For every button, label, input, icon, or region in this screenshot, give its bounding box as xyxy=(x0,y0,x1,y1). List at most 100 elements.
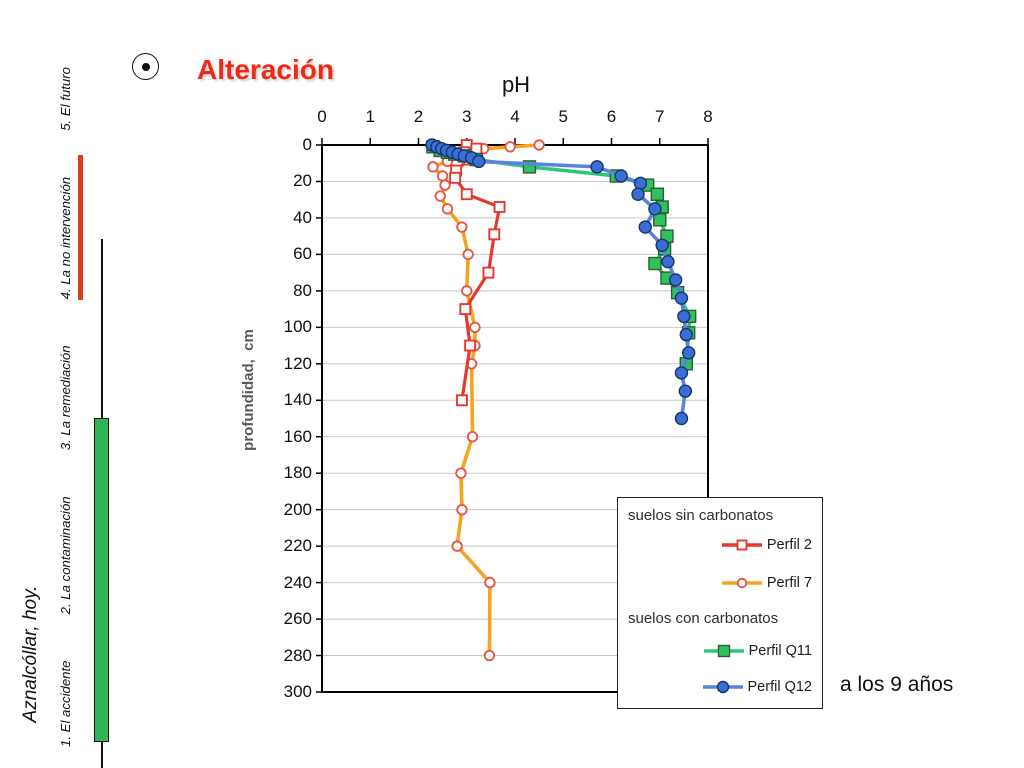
y-tick-label: 0 xyxy=(302,135,312,154)
perfil-2-marker xyxy=(488,228,501,241)
x-tick-label: 0 xyxy=(317,107,327,126)
y-tick-label: 120 xyxy=(283,353,312,373)
sidebar-progress-bar xyxy=(94,418,109,742)
sidebar-item-remediacion: 3. La remediación xyxy=(58,345,73,451)
perfil-q12-marker xyxy=(633,176,648,190)
perfil-2-marker xyxy=(459,303,472,316)
y-tick-label: 80 xyxy=(293,280,312,300)
perfil-q12-marker-icon xyxy=(702,680,744,694)
x-tick-label: 2 xyxy=(413,107,424,126)
sidebar-nav: 1. El accidente 2. La contaminación 3. L… xyxy=(56,67,76,747)
perfil-7-marker xyxy=(469,321,481,334)
y-tick-label: 260 xyxy=(283,609,312,629)
perfil-q12-marker xyxy=(590,160,604,174)
series-perfil-q12 xyxy=(425,138,696,426)
perfil-7-legend-swatch xyxy=(721,577,762,589)
perfil-2-marker-icon xyxy=(721,538,763,552)
legend-item-perfil-q11: Perfil Q11 xyxy=(703,643,812,659)
x-tick-label: 7 xyxy=(655,107,665,126)
y-tick-label: 180 xyxy=(283,463,312,483)
x-tick-label: 4 xyxy=(510,107,520,126)
perfil-q12-marker xyxy=(682,346,696,360)
perfil-q12-marker xyxy=(674,411,689,426)
perfil-2-marker xyxy=(493,201,506,213)
legend-label: Perfil Q11 xyxy=(748,643,812,659)
perfil-7-marker xyxy=(451,540,463,552)
chart-legend: suelos sin carbonatos Perfil 2 Perfil 7 … xyxy=(617,497,823,709)
perfil-q11-marker-icon xyxy=(703,644,745,658)
y-tick-label: 40 xyxy=(293,207,312,227)
perfil-q12-marker xyxy=(668,273,683,287)
y-axis-tick-labels: 0 20 40 60 80 100 120 140 160 180 200 220 240 260 280 3… xyxy=(240,135,312,701)
y-tick-label: 280 xyxy=(283,645,312,665)
perfil-7-marker xyxy=(456,503,468,516)
perfil-7-marker xyxy=(504,141,516,153)
perfil-7-marker xyxy=(434,190,446,202)
perfil-q12-marker xyxy=(674,291,689,305)
perfil-7-marker xyxy=(462,248,474,261)
perfil-7-marker xyxy=(439,179,451,191)
perfil-7-marker xyxy=(436,170,449,182)
time-annotation: a los 9 años xyxy=(840,673,954,696)
series-perfil-2 xyxy=(449,139,506,407)
legend-item-perfil-2: Perfil 2 xyxy=(721,537,812,553)
y-tick-label: 200 xyxy=(283,499,312,519)
perfil-q12-marker xyxy=(716,680,729,694)
perfil-q11-legend-swatch xyxy=(703,644,744,658)
x-tick-label: 3 xyxy=(462,107,472,126)
sidebar-item-contaminacion: 2. La contaminación xyxy=(58,496,73,615)
perfil-q11-marker xyxy=(717,644,730,658)
perfil-7-marker xyxy=(427,161,439,173)
legend-label: Perfil 2 xyxy=(766,537,812,553)
perfil-q11-marker xyxy=(648,256,662,271)
circled-dot-icon xyxy=(132,53,159,80)
perfil-q12-marker xyxy=(661,254,675,269)
perfil-q12-marker xyxy=(648,202,662,216)
legend-label: Perfil Q12 xyxy=(747,679,812,695)
y-tick-label: 140 xyxy=(283,390,312,410)
y-tick-label: 20 xyxy=(293,171,312,191)
perfil-7-marker xyxy=(456,221,468,233)
y-tick-label: 160 xyxy=(283,426,312,446)
x-tick-label: 6 xyxy=(606,107,617,126)
perfil-2-marker xyxy=(736,539,748,551)
legend-item-perfil-7: Perfil 7 xyxy=(721,575,812,591)
perfil-q12-legend-swatch xyxy=(702,680,743,694)
perfil-7-marker xyxy=(455,467,467,479)
perfil-2-marker xyxy=(482,266,495,279)
perfil-q12-marker xyxy=(674,366,689,380)
legend-group-sin-carbonatos: suelos sin carbonatos xyxy=(628,507,774,524)
perfil-q12-marker xyxy=(631,187,645,201)
sidebar-item-futuro: 5. El futuro xyxy=(58,67,73,131)
perfil-q11-marker xyxy=(650,187,665,201)
perfil-7-marker xyxy=(736,577,748,589)
perfil-q12-marker xyxy=(678,384,693,398)
perfil-7-marker xyxy=(484,576,496,589)
x-tick-label: 8 xyxy=(703,107,713,126)
perfil-q12-marker xyxy=(677,309,691,324)
legend-label: Perfil 7 xyxy=(766,575,812,591)
legend-item-perfil-q12: Perfil Q12 xyxy=(702,679,812,695)
perfil-7-marker xyxy=(483,649,496,662)
perfil-q11-marker xyxy=(653,213,667,227)
perfil-2-legend-swatch xyxy=(721,539,762,551)
perfil-2-marker xyxy=(460,188,473,201)
perfil-2-marker xyxy=(455,394,468,407)
perfil-7-marker xyxy=(461,285,473,297)
perfil-2-marker xyxy=(464,339,477,352)
x-tick-label: 5 xyxy=(558,107,568,126)
sidebar-footer-title: Aznalcóllar, hoy. xyxy=(20,585,41,723)
slide-title: Alteración xyxy=(197,54,334,85)
sidebar-item-accidente: 1. El accidente xyxy=(58,660,73,747)
perfil-7-marker xyxy=(466,431,479,443)
perfil-7-marker-icon xyxy=(721,576,763,590)
y-tick-label: 220 xyxy=(283,536,312,556)
x-axis-title: pH xyxy=(501,72,531,97)
legend-group-con-carbonatos: suelos con carbonatos xyxy=(628,610,779,627)
perfil-q12-marker xyxy=(638,220,652,234)
perfil-q12-marker xyxy=(655,238,669,252)
y-tick-label: 100 xyxy=(283,317,312,337)
sidebar-item-no-intervencion: 4. La no intervención xyxy=(58,176,73,300)
y-tick-label: 240 xyxy=(283,572,312,592)
